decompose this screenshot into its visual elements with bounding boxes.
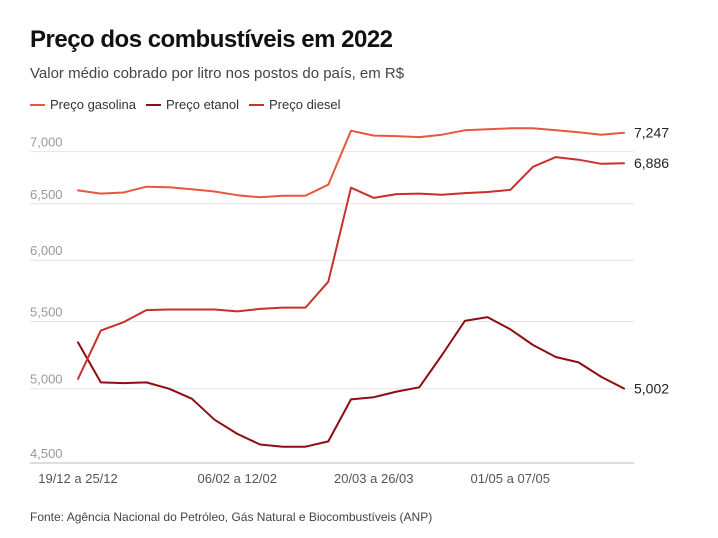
y-tick-label: 6,000 bbox=[30, 243, 63, 258]
grid-layer bbox=[30, 151, 634, 464]
end-label-etanol: 5,002 bbox=[634, 380, 669, 396]
legend-swatch-diesel bbox=[249, 103, 264, 106]
legend-swatch-gasolina bbox=[30, 103, 45, 106]
source-note: Fonte: Agência Nacional do Petróleo, Gás… bbox=[30, 510, 433, 524]
y-tick-label: 6,500 bbox=[30, 187, 63, 202]
legend-label-etanol: Preço etanol bbox=[166, 97, 239, 112]
label-layer: 7,247 5,002 6,886 bbox=[634, 125, 669, 397]
legend-item-diesel: Preço diesel bbox=[249, 97, 341, 112]
axis-layer: 4,500 5,000 5,500 6,000 6,500 7,000 19/12 a 25… bbox=[30, 135, 550, 486]
series-line-gasolina bbox=[77, 127, 625, 199]
series-layer bbox=[77, 127, 625, 448]
legend: Preço gasolina Preço etanol Preço diesel bbox=[30, 97, 351, 112]
x-tick-label: 06/02 a 12/02 bbox=[197, 471, 277, 486]
y-tick-label: 5,000 bbox=[30, 372, 63, 387]
chart-title: Preço dos combustíveis em 2022 bbox=[30, 26, 393, 53]
x-tick-label: 01/05 a 07/05 bbox=[470, 471, 550, 486]
legend-label-gasolina: Preço gasolina bbox=[50, 97, 136, 112]
y-tick-label: 5,500 bbox=[30, 305, 63, 320]
series-line-etanol bbox=[77, 316, 625, 448]
x-tick-label: 19/12 a 25/12 bbox=[38, 471, 118, 486]
series-line-diesel bbox=[77, 156, 625, 380]
y-tick-label: 7,000 bbox=[30, 135, 63, 150]
legend-swatch-etanol bbox=[146, 103, 161, 106]
legend-item-etanol: Preço etanol bbox=[146, 97, 239, 112]
legend-item-gasolina: Preço gasolina bbox=[30, 97, 136, 112]
end-label-diesel: 6,886 bbox=[634, 155, 669, 171]
end-label-gasolina: 7,247 bbox=[634, 125, 669, 141]
y-tick-label: 4,500 bbox=[30, 446, 63, 461]
x-tick-label: 20/03 a 26/03 bbox=[334, 471, 414, 486]
chart-subtitle: Valor médio cobrado por litro nos postos… bbox=[30, 65, 405, 82]
legend-label-diesel: Preço diesel bbox=[269, 97, 341, 112]
